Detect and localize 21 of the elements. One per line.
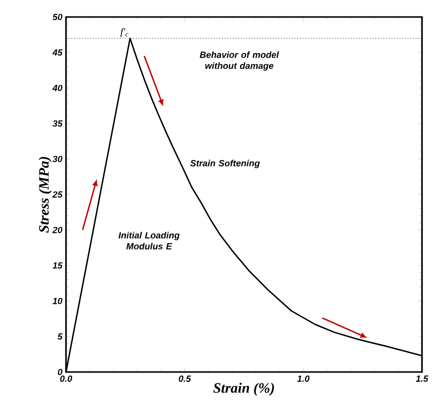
x-tick-label: 1.5 [416,376,428,382]
y-axis-title: Stress (MPa) [38,156,52,233]
y-tick-label: 45 [52,49,63,56]
x-tick-label: 1.0 [297,376,310,382]
annotation: Initial Loading Modulus E [118,232,180,250]
y-tick-label: 20 [52,226,62,234]
y-tick-label: 50 [52,14,62,20]
y-tick-label: 5 [58,333,63,340]
y-tick-label: 15 [52,262,63,269]
annotation: Strain Softening [190,160,260,168]
y-tick-label: 40 [52,84,62,92]
x-tick-label: 0.5 [178,376,192,382]
y-tick-label: 0 [58,368,62,376]
y-tick-label: 30 [52,156,62,162]
annotation: f′$_{c}$ [120,28,128,38]
y-tick-label: 25 [52,191,63,198]
x-tick-label: 0.0 [60,376,72,382]
annotation: Behavior of model without damage [200,51,280,71]
x-axis-title: Strain (%) [213,382,274,396]
y-tick-label: 35 [52,120,63,127]
y-tick-label: 10 [52,298,62,304]
